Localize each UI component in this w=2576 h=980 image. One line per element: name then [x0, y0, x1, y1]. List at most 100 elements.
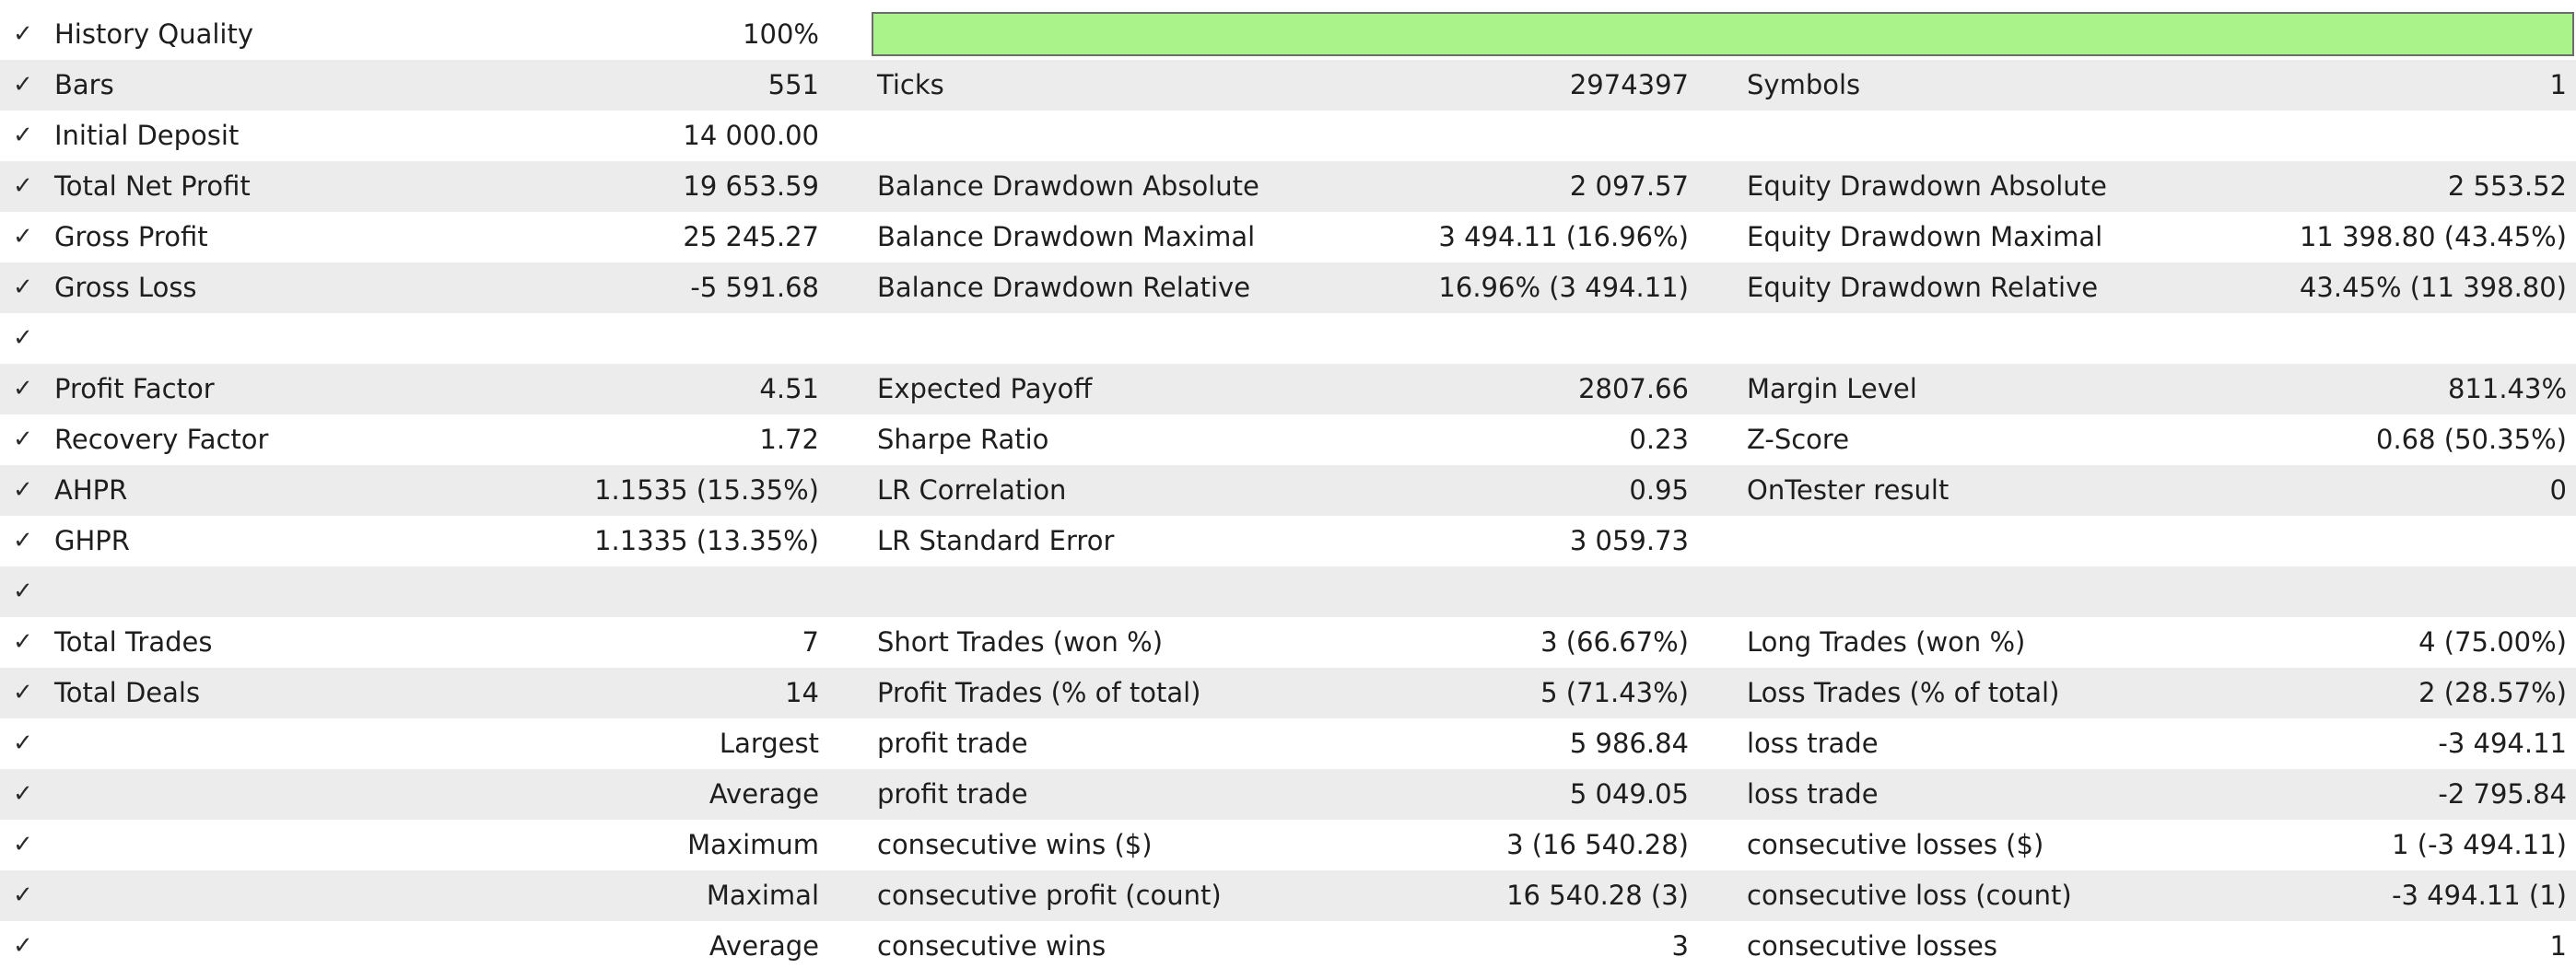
stat-value-col3: 1 (-3 494.11) — [2392, 829, 2567, 860]
stat-value-col1: Average — [708, 778, 819, 810]
checkmark-icon: ✓ — [13, 679, 33, 706]
stat-label-col2: Sharpe Ratio — [877, 424, 1049, 455]
stat-label-col3: Equity Drawdown Maximal — [1747, 221, 2103, 252]
stat-value-col1: 25 245.27 — [683, 221, 819, 252]
stats-row: ✓ Gross Profit 25 245.27 Balance Drawdown M… — [0, 212, 2576, 262]
stat-label-col2: Profit Trades (% of total) — [877, 677, 1201, 708]
stat-label-col1: Recovery Factor — [54, 424, 269, 455]
stat-label-col3: consecutive losses — [1747, 930, 1997, 962]
stat-value-col3: 811.43% — [2447, 373, 2567, 404]
history-quality-label: History Quality — [54, 18, 254, 50]
stat-value-col1: 19 653.59 — [683, 170, 819, 202]
stat-value-col2: 16.96% (3 494.11) — [1438, 272, 1689, 303]
stat-value-col1: -5 591.68 — [690, 272, 819, 303]
stat-label-col1: AHPR — [54, 474, 128, 506]
stat-label-col2: Ticks — [877, 69, 944, 100]
stat-label-col3: loss trade — [1747, 728, 1879, 759]
stat-value-col1: 1.1535 (15.35%) — [594, 474, 819, 506]
stat-label-col1: Total Deals — [54, 677, 201, 708]
stat-value-col3: 2 553.52 — [2447, 170, 2567, 202]
checkmark-icon: ✓ — [13, 122, 33, 149]
stat-value-col1: Average — [708, 930, 819, 962]
stat-label-col2: Balance Drawdown Relative — [877, 272, 1251, 303]
checkmark-icon: ✓ — [13, 628, 33, 656]
stats-row: ✓ Total Deals 14 Profit Trades (% of total)… — [0, 668, 2576, 718]
stat-label-col3: Equity Drawdown Relative — [1747, 272, 2099, 303]
stat-value-col1: Maximum — [687, 829, 819, 860]
stat-label-col2: consecutive profit (count) — [877, 880, 1222, 911]
stat-value-col2: 0.23 — [1629, 424, 1689, 455]
stats-row: ✓ AHPR 1.1535 (15.35%) LR Correlation 0.95 On… — [0, 465, 2576, 516]
stat-value-col3: 43.45% (11 398.80) — [2299, 272, 2567, 303]
stat-value-col3: -2 795.84 — [2438, 778, 2567, 810]
stat-label-col3: loss trade — [1747, 778, 1879, 810]
stat-value-col3: 2 (28.57%) — [2418, 677, 2567, 708]
stats-row: ✓ Recovery Factor 1.72 Sharpe Ratio 0.23 Z-Sc… — [0, 414, 2576, 465]
stat-label-col3: consecutive losses ($) — [1747, 829, 2044, 860]
history-quality-bar-fill — [873, 14, 2572, 54]
stat-label-col3: Margin Level — [1747, 373, 1917, 404]
stats-row: ✓ Initial Deposit 14 000.00 — [0, 111, 2576, 161]
checkmark-icon: ✓ — [13, 324, 33, 352]
stat-label-col3: OnTester result — [1747, 474, 1950, 506]
stat-value-col2: 16 540.28 (3) — [1506, 880, 1689, 911]
stat-value-col2: 2807.66 — [1578, 373, 1689, 404]
stat-value-col1: 1.1335 (13.35%) — [594, 525, 819, 556]
stats-row: ✓ Maximum consecutive wins ($) 3 (16 540.28… — [0, 820, 2576, 870]
stat-label-col2: Balance Drawdown Maximal — [877, 221, 1256, 252]
stat-value-col1: 551 — [767, 69, 819, 100]
stat-label-col2: Expected Payoff — [877, 373, 1093, 404]
stat-value-col3: 0.68 (50.35%) — [2376, 424, 2567, 455]
checkmark-icon: ✓ — [13, 274, 33, 301]
checkmark-icon: ✓ — [13, 20, 33, 48]
stats-row: ✓ GHPR 1.1335 (13.35%) LR Standard Error 3 0… — [0, 516, 2576, 566]
stat-label-col1: Total Net Profit — [54, 170, 251, 202]
checkmark-icon: ✓ — [13, 932, 33, 960]
stat-value-col2: 5 (71.43%) — [1540, 677, 1689, 708]
stat-label-col3: Symbols — [1747, 69, 1861, 100]
checkmark-icon: ✓ — [13, 780, 33, 808]
stat-value-col1: Largest — [719, 728, 819, 759]
stat-value-col1: 7 — [802, 626, 819, 658]
stat-label-col2: LR Standard Error — [877, 525, 1115, 556]
stat-label-col3: Equity Drawdown Absolute — [1747, 170, 2107, 202]
stat-value-col2: 3 (66.67%) — [1540, 626, 1689, 658]
stat-label-col1: Total Trades — [54, 626, 213, 658]
history-quality-value: 100% — [743, 18, 819, 50]
stat-value-col1: 1.72 — [759, 424, 819, 455]
stat-label-col3: Long Trades (won %) — [1747, 626, 2026, 658]
checkmark-icon: ✓ — [13, 223, 33, 251]
stat-value-col3: 1 — [2549, 930, 2567, 962]
stat-value-col3: 11 398.80 (43.45%) — [2299, 221, 2567, 252]
stat-value-col1: 14 — [785, 677, 819, 708]
checkmark-icon: ✓ — [13, 527, 33, 554]
stat-label-col1: Gross Profit — [54, 221, 208, 252]
stat-label-col3: Loss Trades (% of total) — [1747, 677, 2060, 708]
stat-value-col2: 5 986.84 — [1569, 728, 1689, 759]
checkmark-icon: ✓ — [13, 578, 33, 605]
stat-label-col1: Profit Factor — [54, 373, 215, 404]
stat-value-col3: 4 (75.00%) — [2418, 626, 2567, 658]
stats-row: ✓ Total Trades 7 Short Trades (won %) 3 (66.… — [0, 617, 2576, 668]
stats-row: ✓ Gross Loss -5 591.68 Balance Drawdown Rel… — [0, 262, 2576, 313]
checkmark-icon: ✓ — [13, 375, 33, 402]
stat-value-col3: -3 494.11 — [2438, 728, 2567, 759]
checkmark-icon: ✓ — [13, 172, 33, 200]
stat-value-col3: 1 — [2549, 69, 2567, 100]
stat-label-col1: Initial Deposit — [54, 120, 240, 151]
stats-row: ✓ Maximal consecutive profit (count) 16 540… — [0, 870, 2576, 921]
stats-row: ✓ — [0, 566, 2576, 617]
stats-row: ✓ Bars 551 Ticks 2974397 Symbols 1 — [0, 60, 2576, 111]
stat-value-col1: Maximal — [706, 880, 819, 911]
stat-label-col1: Bars — [54, 69, 114, 100]
stat-label-col3: Z-Score — [1747, 424, 1850, 455]
stat-value-col2: 0.95 — [1629, 474, 1689, 506]
stat-value-col3: 0 — [2549, 474, 2567, 506]
stat-label-col2: consecutive wins — [877, 930, 1107, 962]
history-quality-row: ✓ History Quality 100% — [0, 9, 2576, 60]
checkmark-icon: ✓ — [13, 881, 33, 909]
stat-label-col1: Gross Loss — [54, 272, 197, 303]
stat-value-col2: 2 097.57 — [1569, 170, 1689, 202]
stat-value-col2: 3 — [1671, 930, 1689, 962]
